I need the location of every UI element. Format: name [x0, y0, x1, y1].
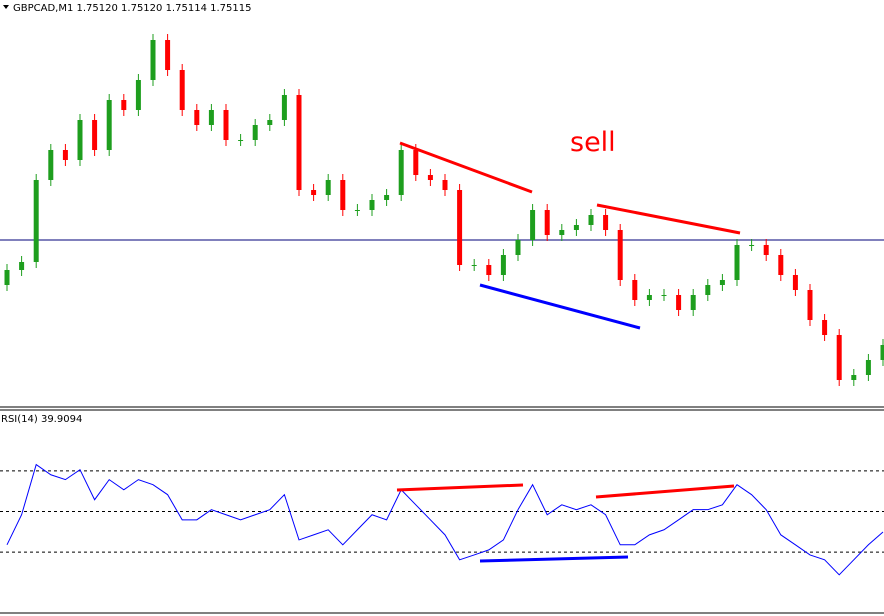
- candle-body: [880, 345, 884, 360]
- candle-body: [121, 100, 127, 110]
- candle-body: [486, 265, 492, 275]
- candle-body: [442, 180, 448, 190]
- trend-line: [479, 555, 629, 563]
- candle-body: [384, 195, 390, 200]
- rsi-title: RSI(14) 39.9094: [1, 414, 82, 425]
- candle-body: [267, 120, 273, 125]
- candle-body: [340, 180, 346, 210]
- candle-body: [48, 150, 54, 180]
- candle-body: [62, 150, 68, 160]
- candle-body: [734, 245, 740, 280]
- candle-body: [369, 200, 375, 210]
- candle-body: [19, 262, 25, 270]
- candle-body: [500, 255, 506, 275]
- candle-body: [617, 230, 623, 280]
- trend-line: [396, 483, 524, 492]
- candle-body: [705, 285, 711, 295]
- candle-body: [325, 180, 331, 195]
- candle-body: [515, 240, 521, 255]
- candle-body: [238, 140, 244, 141]
- candle-body: [281, 95, 287, 120]
- candle-body: [690, 295, 696, 310]
- candle-body: [778, 255, 784, 275]
- candle-body: [194, 110, 200, 125]
- sell-annotation: sell: [570, 127, 616, 158]
- trend-line: [595, 484, 735, 499]
- candle-body: [208, 110, 214, 125]
- candle-body: [559, 230, 565, 235]
- candle-body: [807, 290, 813, 320]
- candle-body: [33, 180, 39, 262]
- candle-body: [836, 335, 842, 380]
- candle-body: [719, 280, 725, 285]
- trend-line: [596, 203, 741, 235]
- marks: [0, 34, 884, 576]
- candle-body: [92, 120, 98, 150]
- candle-body: [150, 40, 156, 80]
- candle-body: [311, 190, 317, 195]
- candle-body: [822, 320, 828, 335]
- candle-body: [4, 270, 10, 285]
- candle-body: [632, 280, 638, 300]
- chart-title: GBPCAD,M1 1.75120 1.75120 1.75114 1.7511…: [13, 3, 251, 14]
- candle-body: [165, 40, 171, 70]
- rsi-line: [6, 463, 884, 576]
- trend-line: [399, 141, 533, 194]
- candle-body: [865, 360, 871, 375]
- candle-body: [179, 70, 185, 110]
- candle-body: [135, 80, 141, 110]
- candle-body: [661, 295, 667, 296]
- candle-body: [763, 245, 769, 255]
- candle-body: [471, 265, 477, 266]
- candle-body: [296, 95, 302, 190]
- candle-body: [252, 125, 258, 140]
- candle-body: [413, 150, 419, 175]
- candle-body: [603, 215, 609, 230]
- candle-body: [792, 275, 798, 290]
- candle-body: [457, 190, 463, 265]
- candle-body: [223, 110, 229, 140]
- candle-body: [427, 175, 433, 180]
- candle-body: [354, 210, 360, 211]
- candle-body: [530, 210, 536, 240]
- candle-body: [398, 150, 404, 195]
- candle-body: [544, 210, 550, 235]
- candle-body: [851, 375, 857, 380]
- candle-body: [77, 120, 83, 160]
- candle-body: [106, 100, 112, 150]
- trend-line: [479, 283, 641, 330]
- candle-body: [676, 295, 682, 310]
- menu-arrow: [3, 5, 9, 9]
- candle-body: [749, 245, 755, 246]
- candle-body: [588, 215, 594, 225]
- candle-body: [573, 225, 579, 230]
- candle-body: [646, 295, 652, 300]
